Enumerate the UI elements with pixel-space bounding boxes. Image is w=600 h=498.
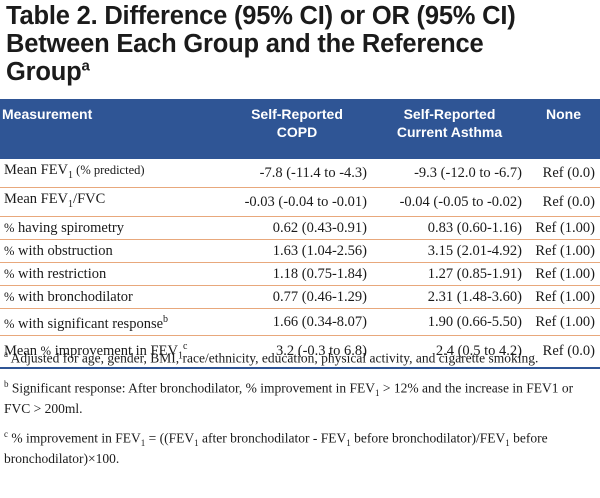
header-copd-line2: COPD	[276, 124, 318, 140]
cell-copd: 1.18 (0.75-1.84)	[222, 262, 372, 286]
row-label: % with significant responseb	[0, 308, 222, 336]
header-copd: Self-Reported COPD	[222, 99, 372, 159]
cell-none: Ref (0.0)	[527, 335, 600, 370]
row-label: Mean % improvement in FEV1c	[0, 335, 222, 370]
table-row: % with restriction 1.18 (0.75-1.84) 1.27…	[0, 262, 600, 286]
cell-none: Ref (0.0)	[527, 159, 600, 188]
cell-none: Ref (1.00)	[527, 262, 600, 286]
table-row: % having spirometry 0.62 (0.43-0.91) 0.8…	[0, 216, 600, 240]
header-copd-line1: Self-Reported	[251, 106, 343, 122]
cell-copd: 0.77 (0.46-1.29)	[222, 285, 372, 309]
cell-asthma: 2.4 (0.5 to 4.2)	[372, 335, 527, 370]
cell-copd: -7.8 (-11.4 to -4.3)	[222, 159, 372, 188]
cell-none: Ref (1.00)	[527, 239, 600, 263]
cell-none: Ref (1.00)	[527, 285, 600, 309]
table-row: % with bronchodilator 0.77 (0.46-1.29) 2…	[0, 285, 600, 309]
table-row: Mean FEV1/FVC -0.03 (-0.04 to -0.01) -0.…	[0, 187, 600, 217]
cell-copd: 1.66 (0.34-8.07)	[222, 308, 372, 336]
header-measurement: Measurement	[2, 106, 93, 122]
table-row: Mean % improvement in FEV1c 3.2 (-0.3 to…	[0, 335, 600, 370]
cell-none: Ref (1.00)	[527, 308, 600, 336]
header-asthma-line1: Self-Reported	[403, 106, 496, 122]
cell-asthma: -0.04 (-0.05 to -0.02)	[372, 187, 527, 217]
cell-asthma: 0.83 (0.60-1.16)	[372, 216, 527, 240]
title-line-3: Groupa	[6, 58, 596, 86]
row-label: % with bronchodilator	[0, 285, 222, 309]
cell-asthma: -9.3 (-12.0 to -6.7)	[372, 159, 527, 188]
cell-asthma: 1.90 (0.66-5.50)	[372, 308, 527, 336]
cell-asthma: 3.15 (2.01-4.92)	[372, 239, 527, 263]
row-label: % with obstruction	[0, 239, 222, 263]
row-label: % having spirometry	[0, 216, 222, 240]
cell-none: Ref (1.00)	[527, 216, 600, 240]
footnote-a: a Adjusted for age, gender, BMI, race/et…	[4, 349, 539, 366]
header-asthma: Self-Reported Current Asthma	[372, 99, 527, 159]
title-footnote-mark: a	[81, 57, 90, 75]
table-row: % with significant responseb 1.66 (0.34-…	[0, 308, 600, 336]
title-line-2: Between Each Group and the Reference	[6, 30, 484, 58]
title-line-1: Table 2. Difference (95% CI) or OR (95% …	[6, 2, 516, 30]
row-label: Mean FEV1/FVC	[0, 187, 222, 217]
cell-copd: 1.63 (1.04-2.56)	[222, 239, 372, 263]
footnotes: a Adjusted for age, gender, BMI, race/et…	[4, 347, 594, 477]
table-row: Mean FEV1 (% predicted) -7.8 (-11.4 to -…	[0, 159, 600, 188]
footnote-c: c % improvement in FEV1 = ((FEV1 after b…	[4, 428, 548, 466]
cell-copd: -0.03 (-0.04 to -0.01)	[222, 187, 372, 217]
title-line-3-text: Group	[6, 58, 82, 86]
cell-none: Ref (0.0)	[527, 187, 600, 217]
table-title: Table 2. Difference (95% CI) or OR (95% …	[6, 2, 596, 86]
header-none: None	[546, 106, 581, 122]
cell-copd: 3.2 (-0.3 to 6.8)	[222, 335, 372, 370]
header-asthma-line2: Current Asthma	[396, 124, 503, 140]
cell-copd: 0.62 (0.43-0.91)	[222, 216, 372, 240]
results-table: Measurement Self-Reported COPD Self-Repo…	[0, 99, 600, 370]
row-label: % with restriction	[0, 262, 222, 286]
row-label: Mean FEV1 (% predicted)	[0, 159, 222, 188]
cell-asthma: 2.31 (1.48-3.60)	[372, 285, 527, 309]
cell-asthma: 1.27 (0.85-1.91)	[372, 262, 527, 286]
table-header-row: Measurement Self-Reported COPD Self-Repo…	[0, 99, 600, 159]
footnote-b: b Significant response: After bronchodil…	[4, 378, 574, 416]
table-row: % with obstruction 1.63 (1.04-2.56) 3.15…	[0, 239, 600, 263]
